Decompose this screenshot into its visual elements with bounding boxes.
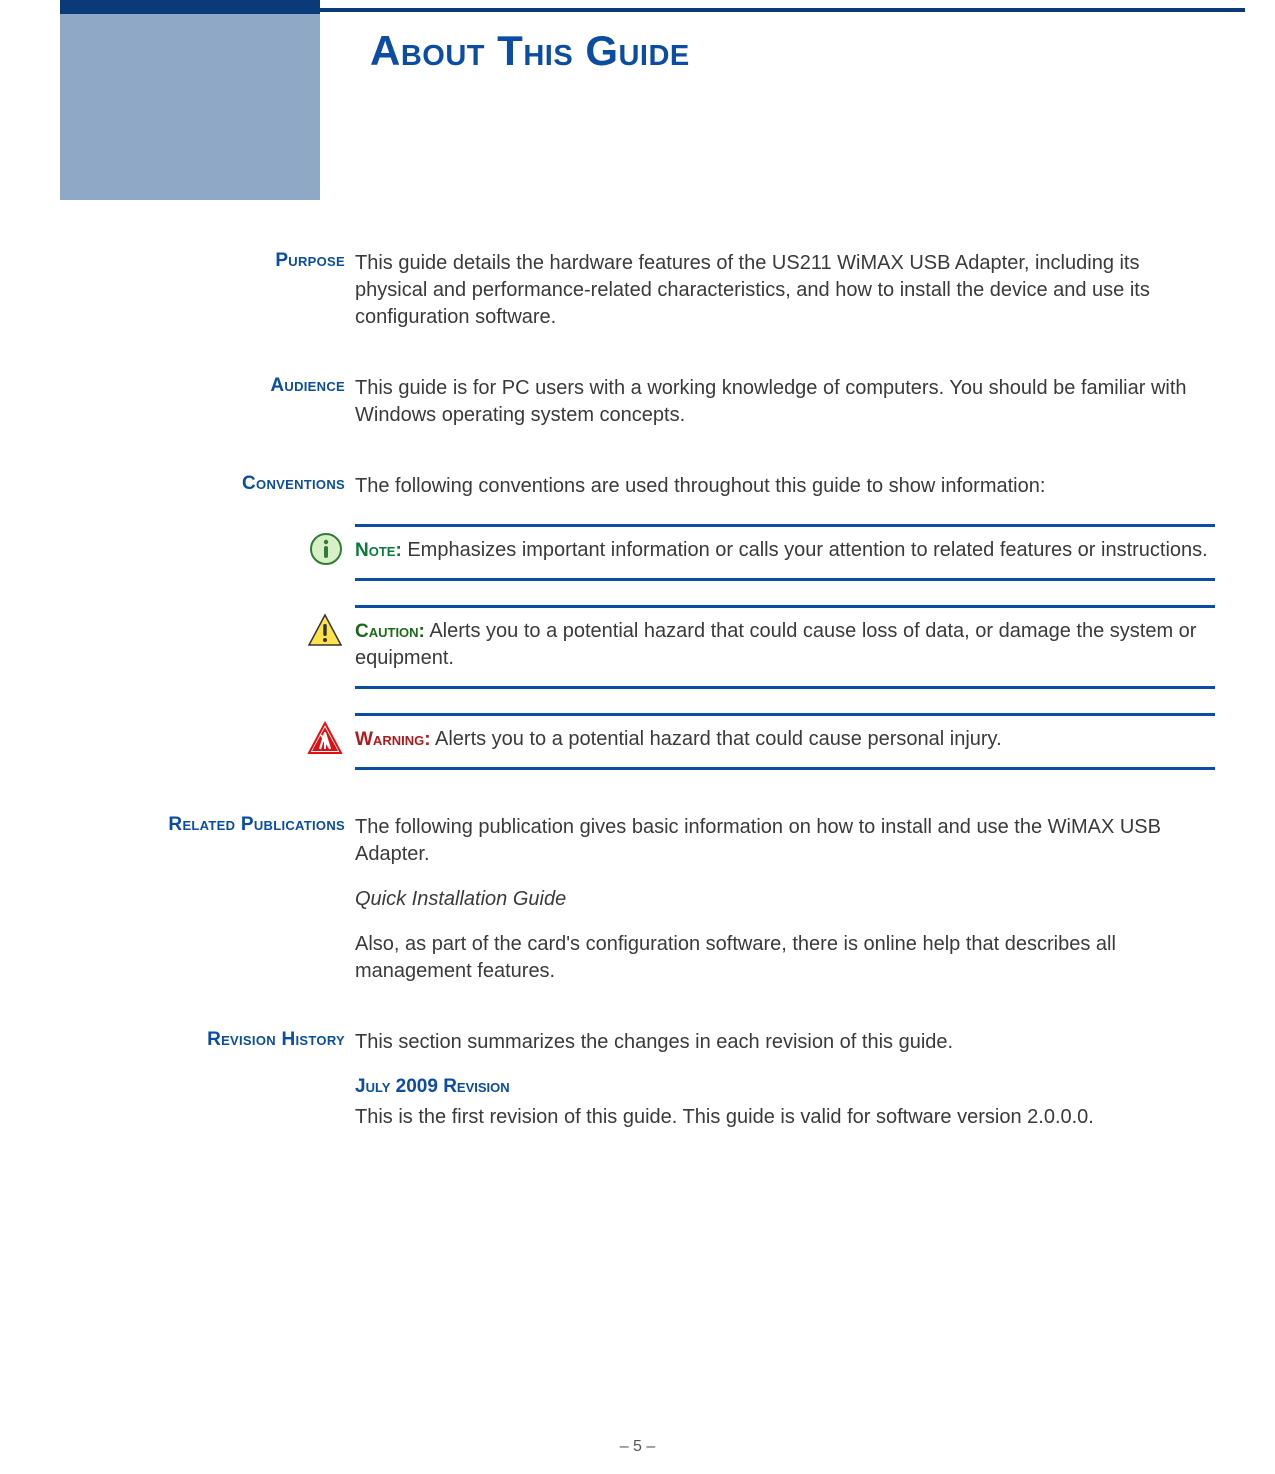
callout-text-col: Caution: Alerts you to a potential hazar… (355, 605, 1215, 689)
caution-text: Alerts you to a potential hazard that co… (355, 620, 1196, 669)
label-col: Revision History (95, 1029, 355, 1051)
page-number: – 5 – (0, 1438, 1275, 1456)
callout-note: Note: Emphasizes important information o… (95, 524, 1215, 581)
revision-subtext: This is the first revision of this guide… (355, 1104, 1215, 1131)
section-related: Related Publications The following publi… (95, 814, 1215, 985)
callout-warning: Warning: Alerts you to a potential hazar… (95, 713, 1215, 770)
callout-icon-col (95, 713, 355, 760)
page-title: About This Guide (370, 28, 1215, 74)
warning-label: Warning: (355, 729, 431, 750)
purpose-text: This guide details the hardware features… (355, 250, 1215, 331)
warning-text: Alerts you to a potential hazard that co… (431, 728, 1002, 750)
side-label-related: Related Publications (168, 814, 345, 835)
warning-icon (307, 742, 343, 759)
content-col: The following publication gives basic in… (355, 814, 1215, 985)
callout-icon-col (95, 524, 355, 571)
revision-subheading: July 2009 Revision (355, 1074, 1215, 1100)
section-conventions: Conventions The following conventions ar… (95, 473, 1215, 500)
header-band (60, 14, 320, 200)
header-tab-dark (60, 0, 320, 14)
label-col: Related Publications (95, 814, 355, 836)
info-icon (309, 553, 343, 570)
callout-text-col: Warning: Alerts you to a potential hazar… (355, 713, 1215, 770)
section-audience: Audience This guide is for PC users with… (95, 375, 1215, 429)
top-rule (320, 8, 1245, 12)
callout-icon-col (95, 605, 355, 652)
section-revision: Revision History This section summarizes… (95, 1029, 1215, 1131)
side-label-audience: Audience (270, 375, 345, 396)
title-area: About This Guide (370, 28, 1215, 74)
conventions-intro: The following conventions are used throu… (355, 473, 1215, 500)
content-col: This section summarizes the changes in e… (355, 1029, 1215, 1131)
label-col: Conventions (95, 473, 355, 495)
label-col: Purpose (95, 250, 355, 272)
side-label-purpose: Purpose (275, 250, 345, 271)
caution-icon (307, 634, 343, 651)
side-label-revision: Revision History (207, 1029, 345, 1050)
side-label-conventions: Conventions (242, 473, 345, 494)
related-p2: Also, as part of the card's configuratio… (355, 931, 1215, 985)
content-col: This guide is for PC users with a workin… (355, 375, 1215, 429)
callout-text-col: Note: Emphasizes important information o… (355, 524, 1215, 581)
content-col: The following conventions are used throu… (355, 473, 1215, 500)
label-col: Audience (95, 375, 355, 397)
body: Purpose This guide details the hardware … (95, 250, 1215, 1414)
related-p1: The following publication gives basic in… (355, 814, 1215, 868)
section-purpose: Purpose This guide details the hardware … (95, 250, 1215, 331)
note-label: Note: (355, 540, 402, 561)
caution-label: Caution: (355, 621, 425, 642)
revision-intro: This section summarizes the changes in e… (355, 1029, 1215, 1056)
callout-caution: Caution: Alerts you to a potential hazar… (95, 605, 1215, 689)
note-text: Emphasizes important information or call… (402, 539, 1208, 561)
page: About This Guide Purpose This guide deta… (0, 0, 1275, 1474)
related-pub: Quick Installation Guide (355, 886, 1215, 913)
content-col: This guide details the hardware features… (355, 250, 1215, 331)
audience-text: This guide is for PC users with a workin… (355, 375, 1215, 429)
